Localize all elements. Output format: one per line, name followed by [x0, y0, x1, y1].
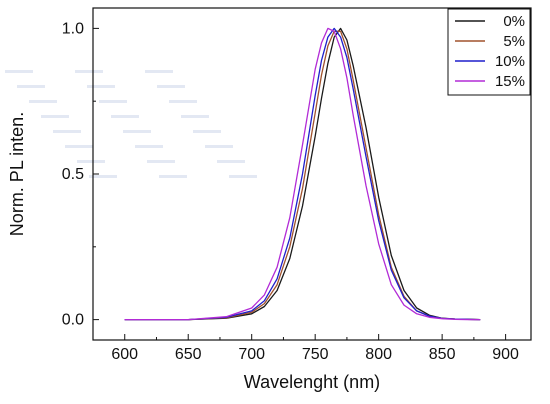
series-line-15pct [124, 27, 481, 321]
watermark-pattern [5, 70, 257, 178]
watermark-mark [193, 130, 221, 133]
watermark-mark [159, 175, 187, 178]
x-axis-label: Wavelenght (nm) [244, 372, 380, 392]
x-tick-labels: 600 650 700 750 800 850 900 [111, 346, 519, 363]
series-layer [124, 27, 481, 321]
watermark-mark [229, 175, 257, 178]
watermark-mark [5, 70, 33, 73]
watermark-mark [147, 160, 175, 163]
watermark-mark [157, 85, 185, 88]
watermark-mark [123, 130, 151, 133]
x-tick-label: 800 [365, 346, 392, 363]
x-tick-label: 750 [302, 346, 329, 363]
watermark-mark [111, 115, 139, 118]
watermark-mark [53, 130, 81, 133]
x-tick-label: 600 [111, 346, 138, 363]
watermark-mark [135, 145, 163, 148]
axis-ticks [92, 27, 507, 340]
y-tick-label: 1.0 [62, 20, 84, 37]
legend-label: 5% [503, 33, 525, 50]
legend: 0% 5% 10% 15% [447, 8, 531, 96]
watermark-mark [17, 85, 45, 88]
watermark-mark [41, 115, 69, 118]
watermark-mark [89, 175, 117, 178]
watermark-mark [181, 115, 209, 118]
watermark-mark [205, 145, 233, 148]
series-line-10pct [124, 27, 481, 321]
y-tick-label: 0.0 [62, 312, 84, 329]
watermark-mark [65, 145, 93, 148]
watermark-mark [145, 70, 173, 73]
x-tick-label: 700 [238, 346, 265, 363]
legend-label: 15% [495, 73, 525, 90]
watermark-mark [77, 160, 105, 163]
y-tick-labels: 0.0 0.5 1.0 [62, 20, 84, 328]
watermark-mark [169, 100, 197, 103]
watermark-mark [87, 85, 115, 88]
watermark-mark [29, 100, 57, 103]
watermark-mark [75, 70, 103, 73]
x-tick-label: 900 [492, 346, 519, 363]
legend-label: 0% [503, 13, 525, 30]
watermark-mark [99, 100, 127, 103]
y-tick-label: 0.5 [62, 166, 84, 183]
y-axis-label: Norm. PL inten. [7, 112, 27, 236]
x-tick-label: 850 [429, 346, 456, 363]
legend-items: 0% 5% 10% 15% [455, 13, 525, 90]
watermark-mark [217, 160, 245, 163]
legend-label: 10% [495, 53, 525, 70]
series-line-0pct [124, 27, 481, 321]
x-tick-label: 650 [175, 346, 202, 363]
